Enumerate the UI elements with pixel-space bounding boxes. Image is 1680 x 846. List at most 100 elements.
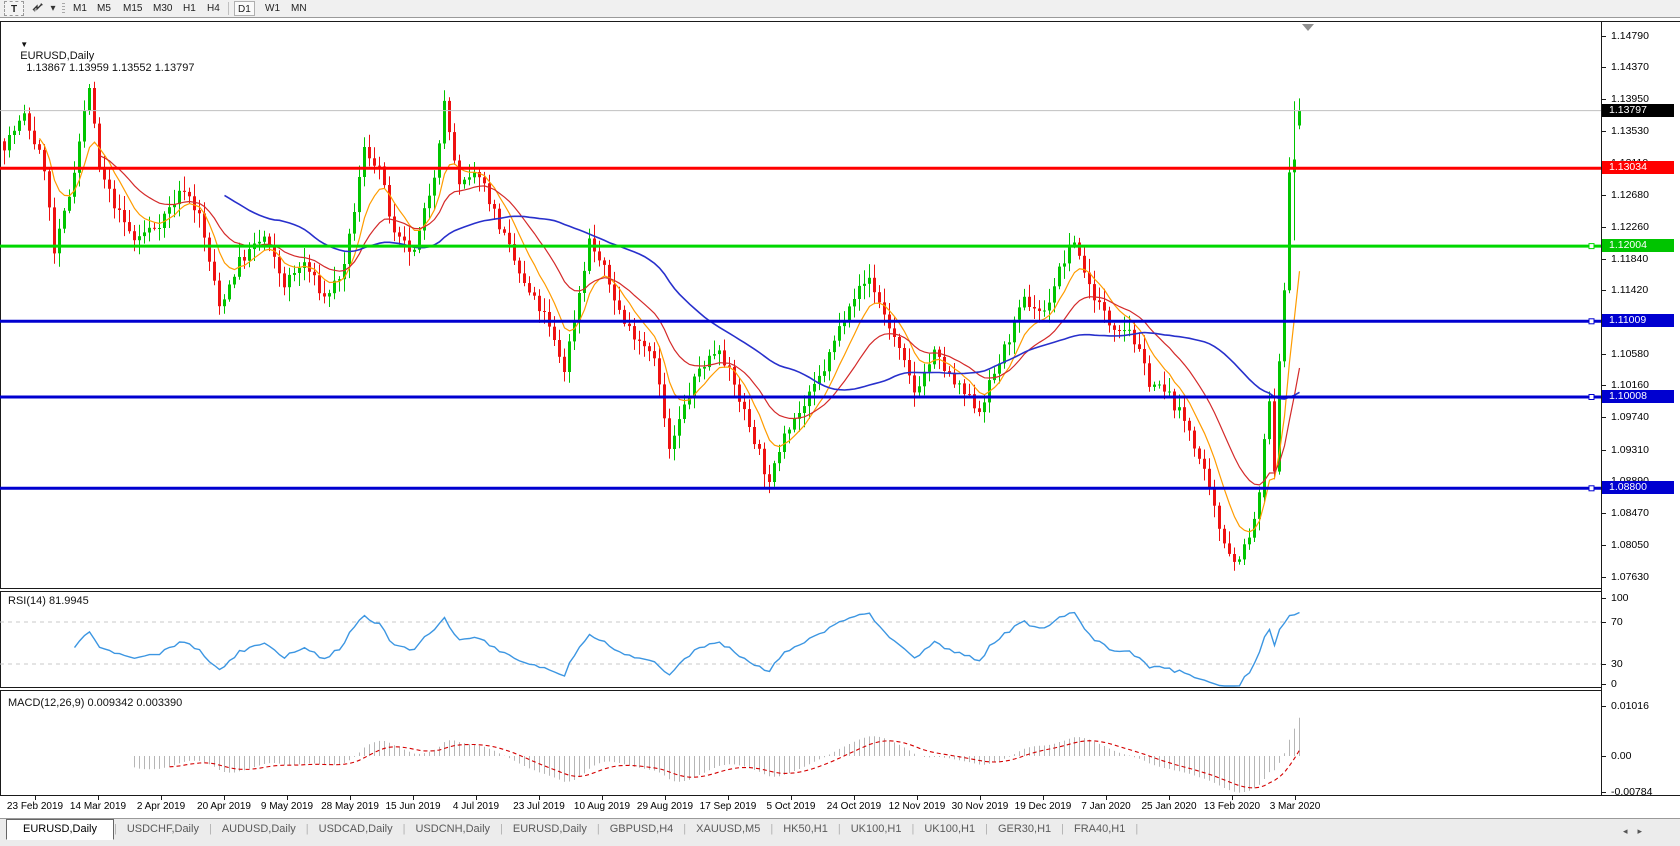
text-tool-button[interactable]: T [4,1,24,16]
timeframe-button-mn[interactable]: MN [291,3,307,14]
price-tick-label-tick [1601,131,1606,132]
price-tick-label-tick [1601,417,1606,418]
date-tick [1043,796,1044,800]
date-tick [98,796,99,800]
timeframe-button-m1[interactable]: M1 [73,3,87,14]
chart-tab-usdcad-daily[interactable]: USDCAD,Daily [318,823,393,835]
macd-tick-label: -0.00784 [1611,786,1653,798]
level-price-badge[interactable]: 1.08800 [1602,481,1674,494]
timeframe-button-w1[interactable]: W1 [265,3,280,14]
rsi-tick-label-tick [1601,684,1606,685]
macd-indicator-canvas[interactable] [0,691,1601,795]
line-handle [1588,243,1595,250]
tab-separator: | [305,823,309,835]
date-tick [224,796,225,800]
tab-separator: | [837,823,841,835]
chart-tab-eurusd-daily[interactable]: EURUSD,Daily [6,819,114,840]
current-price-badge[interactable]: 1.13797 [1602,104,1674,117]
date-label: 17 Sep 2019 [699,801,757,812]
price-axis-line [1601,21,1602,796]
price-tick-label: 1.09310 [1611,444,1649,456]
level-price-badge[interactable]: 1.13034 [1602,161,1674,174]
chart-tab-ger30-h1[interactable]: GER30,H1 [997,823,1052,835]
date-label: 5 Oct 2019 [766,801,816,812]
tab-separator: | [596,823,600,835]
toolbar-grip[interactable] [62,3,65,14]
chart-tab-hk50-h1[interactable]: HK50,H1 [783,823,828,835]
price-tick-label-tick [1601,259,1606,260]
price-tick-label: 1.08470 [1611,507,1649,519]
chart-tab-uk100-h1[interactable]: UK100,H1 [850,823,902,835]
price-tick-label: 1.09740 [1611,411,1649,423]
date-tick [161,796,162,800]
collapse-indicator-icon[interactable]: ▼ [20,40,29,49]
tab-scroll-left-icon[interactable]: ◂ [1622,826,1638,836]
chart-tab-gbpusd-h4[interactable]: GBPUSD,H4 [609,823,674,835]
rsi-macd-separator[interactable] [0,687,1601,691]
toolbar-separator [228,2,229,15]
dropdown-caret-icon[interactable]: ▾ [50,3,56,14]
level-price-badge[interactable]: 1.10008 [1602,390,1674,403]
rsi-tick-label: 0 [1611,678,1617,690]
chart-tab-eurusd-daily[interactable]: EURUSD,Daily [512,823,587,835]
tab-separator: | [500,823,503,835]
chart-symbol-period: EURUSD,Daily [20,50,95,62]
rsi-tick-label-tick [1601,664,1606,665]
fast-ma-line [39,137,1301,533]
timeframe-button-d1[interactable]: D1 [234,1,255,16]
price-tick-label-tick [1601,354,1606,355]
main-chart-canvas[interactable] [0,22,1601,588]
date-label: 9 May 2019 [260,801,314,812]
chart-tab-uk100-h1[interactable]: UK100,H1 [924,823,976,835]
chart-tab-audusd-daily[interactable]: AUDUSD,Daily [221,823,296,835]
date-label: 23 Jul 2019 [513,801,565,812]
date-tick [35,796,36,800]
timeframe-button-m30[interactable]: M30 [153,3,173,14]
toolbar: T ▾ M1 M5 M15 M30 H1 H4 D1 W1 MN [0,0,1680,18]
macd-signal-line [169,740,1300,789]
level-price-badge[interactable]: 1.11009 [1602,314,1674,327]
date-tick [1232,796,1233,800]
rsi-indicator-canvas[interactable] [0,592,1601,687]
chart-tab-xauusd-m5[interactable]: XAUUSD,M5 [696,823,761,835]
rsi-tick-label: 100 [1611,592,1629,604]
price-tick-label-tick [1601,545,1606,546]
timeframe-button-m15[interactable]: M15 [123,3,143,14]
date-label: 25 Jan 2020 [1141,801,1197,812]
timeframe-button-m5[interactable]: M5 [97,3,111,14]
date-label: 4 Jul 2019 [452,801,500,812]
price-tick-label: 1.11420 [1611,284,1649,296]
date-label: 29 Aug 2019 [636,801,694,812]
price-tick-label: 1.14790 [1611,30,1649,42]
timeframe-button-h1[interactable]: H1 [183,3,196,14]
date-tick [917,796,918,800]
tab-separator: | [113,823,117,835]
mid-ma-line [99,155,1301,486]
date-tick [1106,796,1107,800]
price-tick-label: 1.10160 [1611,379,1649,391]
tab-separator: | [1061,823,1065,835]
date-label: 7 Jan 2020 [1081,801,1131,812]
timeframe-button-h4[interactable]: H4 [207,3,220,14]
macd-tick-label-tick [1601,756,1606,757]
price-tick-label: 1.12260 [1611,221,1649,233]
main-rsi-separator[interactable] [0,588,1601,592]
price-tick-label: 1.07630 [1611,571,1649,583]
line-handle [1588,318,1595,325]
chart-tab-usdcnh-daily[interactable]: USDCNH,Daily [415,823,491,835]
cursor-arrows-icon[interactable] [30,1,46,16]
level-price-badge[interactable]: 1.12004 [1602,239,1674,252]
macd-tick-label-tick [1601,706,1606,707]
price-tick-label-tick [1601,195,1606,196]
date-tick [980,796,981,800]
price-tick-label: 1.08050 [1611,539,1649,551]
rsi-tick-label-tick [1601,598,1606,599]
date-label: 15 Jun 2019 [385,801,441,812]
line-handle [1588,394,1595,400]
chart-title: ▼ EURUSD,Daily 1.13867 1.13959 1.13552 1… [8,26,194,86]
date-label: 24 Oct 2019 [826,801,882,812]
chart-tab-fra40-h1[interactable]: FRA40,H1 [1074,823,1126,835]
tab-scroll-right-icon[interactable]: ▸ [1637,826,1652,836]
chart-tab-usdchf-daily[interactable]: USDCHF,Daily [126,823,199,835]
date-tick [1169,796,1170,800]
